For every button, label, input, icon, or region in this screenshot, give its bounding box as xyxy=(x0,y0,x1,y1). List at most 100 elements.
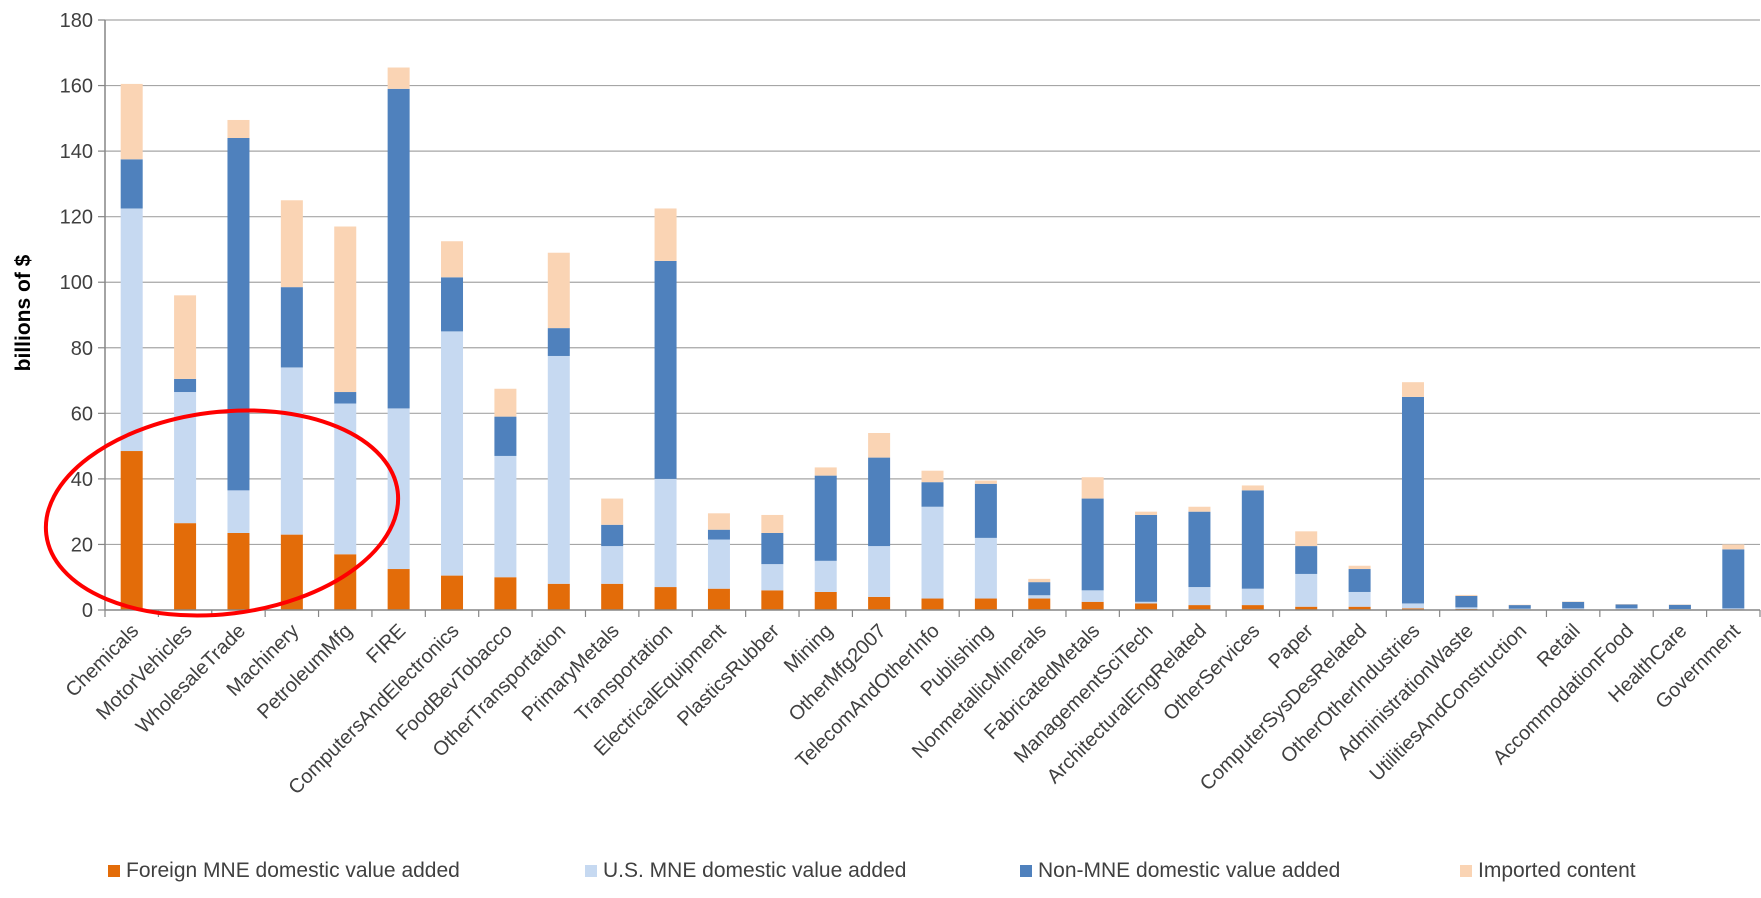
bar-segment xyxy=(601,546,623,584)
bar-segment xyxy=(1028,582,1050,595)
bar-segment xyxy=(922,599,944,610)
bar-segment xyxy=(975,484,997,538)
bar-segment xyxy=(708,513,730,529)
bar-segment xyxy=(1722,544,1744,549)
bar-segment xyxy=(281,200,303,287)
bar-segment xyxy=(761,515,783,533)
bar-segment xyxy=(174,295,196,379)
bar-segment xyxy=(227,533,249,610)
y-tick-label: 140 xyxy=(60,141,93,163)
axis-labels: 020406080100120140160180ChemicalsMotorVe… xyxy=(60,10,1746,799)
bar-segment xyxy=(1135,603,1157,610)
y-tick-label: 180 xyxy=(60,10,93,32)
bar-segment xyxy=(761,590,783,610)
bar-segment xyxy=(174,523,196,610)
y-axis-title: billions of $ xyxy=(12,254,35,371)
bar-segment xyxy=(548,356,570,584)
bar-segment xyxy=(922,482,944,507)
bar-segment xyxy=(1402,382,1424,397)
bar-segment xyxy=(1135,512,1157,515)
bar-segment xyxy=(708,589,730,610)
bar-segment xyxy=(601,584,623,610)
bar-segment xyxy=(601,499,623,525)
bar-segment xyxy=(815,592,837,610)
bar-segment xyxy=(1509,605,1531,609)
bar-segment xyxy=(388,68,410,89)
bar-segment xyxy=(975,481,997,484)
bar-segment xyxy=(1082,477,1104,498)
bar-segment xyxy=(761,564,783,590)
bar-segment xyxy=(281,367,303,534)
bar-segment xyxy=(655,587,677,610)
bar-segment xyxy=(1509,609,1531,610)
x-tick-label: Retail xyxy=(1533,620,1585,672)
bar-segment xyxy=(868,433,890,458)
bar-segment xyxy=(1722,608,1744,609)
bar-segment xyxy=(1295,531,1317,546)
bar-segment xyxy=(227,490,249,533)
y-tick-label: 160 xyxy=(60,76,93,98)
y-tick-label: 80 xyxy=(71,338,93,360)
bar-segment xyxy=(1188,512,1210,587)
bar-segment xyxy=(174,379,196,392)
bar-segment xyxy=(655,208,677,260)
bar-segment xyxy=(975,538,997,599)
legend-entry: U.S. MNE domestic value added xyxy=(603,859,906,882)
bar-segment xyxy=(1028,579,1050,582)
bar-segment xyxy=(494,389,516,417)
bar-segment xyxy=(388,569,410,610)
bar-segment xyxy=(708,530,730,540)
bar-segment xyxy=(1562,602,1584,609)
bar-segment xyxy=(1455,607,1477,609)
y-tick-label: 100 xyxy=(60,272,93,294)
legend-entry: Imported content xyxy=(1478,859,1636,882)
bar-segment xyxy=(227,138,249,490)
bar-segment xyxy=(868,597,890,610)
bar-segment xyxy=(761,533,783,564)
bar-segment xyxy=(121,159,143,208)
bar-segment xyxy=(227,120,249,138)
bar-segment xyxy=(1616,608,1638,609)
bar-segment xyxy=(548,328,570,356)
bar-segment xyxy=(1402,397,1424,604)
bar-segment xyxy=(1722,549,1744,608)
bar-segment xyxy=(334,392,356,403)
legend-swatch xyxy=(1460,865,1472,877)
bar-segment xyxy=(922,507,944,599)
y-tick-label: 60 xyxy=(71,403,93,425)
y-tick-label: 0 xyxy=(82,600,93,622)
x-tick-label: FIRE xyxy=(362,620,410,668)
bar-segment xyxy=(1669,605,1691,609)
bar-segment xyxy=(708,540,730,589)
bar-segment xyxy=(1082,602,1104,610)
bar-segment xyxy=(1135,602,1157,604)
bar-segment xyxy=(1349,592,1371,607)
bar-segment xyxy=(1562,608,1584,609)
bar-segment xyxy=(548,253,570,328)
bar-segment xyxy=(121,84,143,159)
legend-swatch xyxy=(108,865,120,877)
bar-segment xyxy=(815,561,837,592)
bar-segment xyxy=(441,576,463,610)
bar-segment xyxy=(815,476,837,561)
bar-segment xyxy=(1295,546,1317,574)
bar-segment xyxy=(121,208,143,451)
bar-segment xyxy=(1082,590,1104,601)
bar-segment xyxy=(1455,596,1477,607)
bar-segment xyxy=(868,458,890,547)
bar-segment xyxy=(1028,599,1050,610)
bar-segment xyxy=(868,546,890,597)
bar-segment xyxy=(975,599,997,610)
bar-segment xyxy=(441,331,463,575)
bar-segment xyxy=(1188,507,1210,512)
bar-segment xyxy=(1188,587,1210,605)
y-tick-label: 20 xyxy=(71,534,93,556)
bar-segment xyxy=(1455,595,1477,596)
bar-segment xyxy=(655,261,677,479)
bar-segment xyxy=(334,227,356,393)
bar-segment xyxy=(441,241,463,277)
bar-segment xyxy=(655,479,677,587)
